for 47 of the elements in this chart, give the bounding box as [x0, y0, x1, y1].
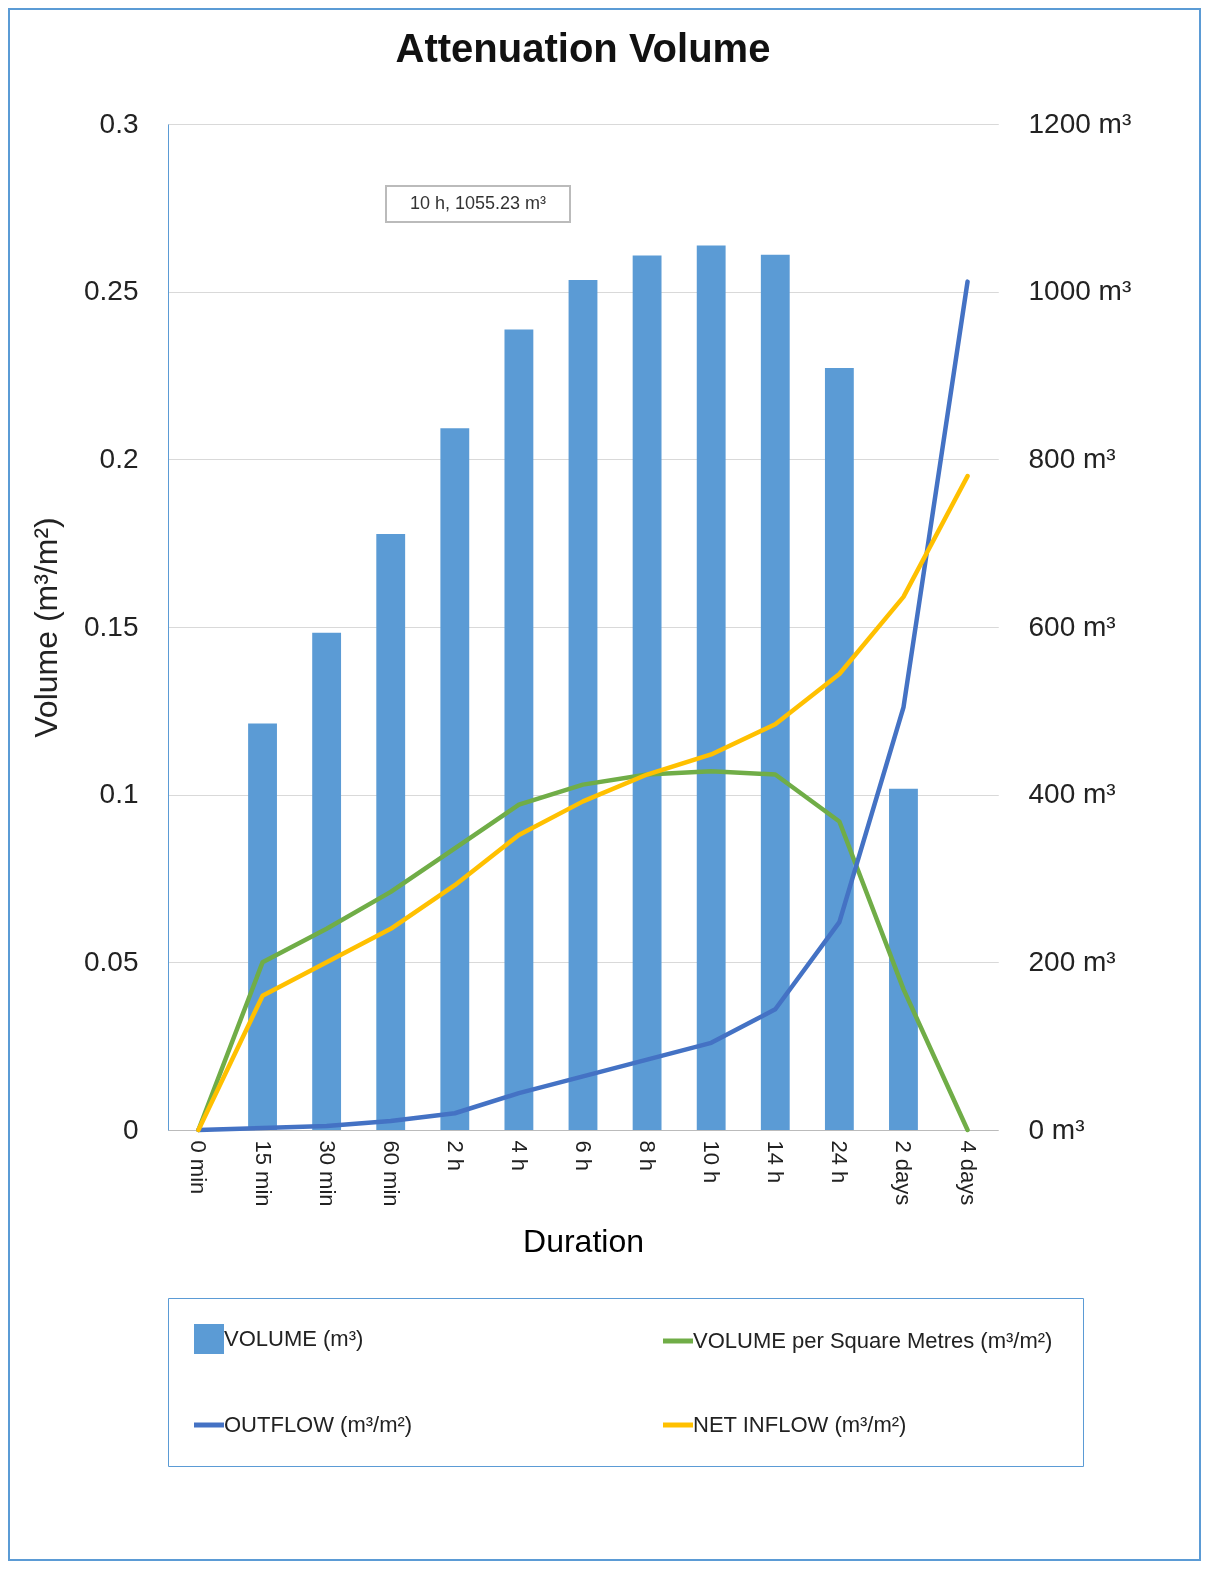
- x-tick-label: 2 h: [442, 1140, 468, 1172]
- x-tick-label: 10 h: [699, 1140, 725, 1184]
- x-tick-label: 14 h: [763, 1140, 789, 1184]
- legend-label: OUTFLOW (m³/m²): [224, 1412, 413, 1437]
- legend-label: VOLUME (m³): [224, 1326, 364, 1351]
- x-tick-label: 2 days: [891, 1140, 917, 1206]
- x-tick-label: 4 days: [955, 1140, 981, 1206]
- x-tick-label: 24 h: [827, 1140, 853, 1184]
- y2-tick-label: 200 m³: [1028, 945, 1116, 977]
- chart-title: Attenuation Volume: [395, 26, 771, 70]
- x-tick-label: 0 min: [186, 1140, 212, 1195]
- bar: [568, 279, 598, 1130]
- annotation: 10 h, 1055.23 m³: [409, 193, 547, 213]
- legend-label: NET INFLOW (m³/m²): [693, 1412, 907, 1437]
- bar: [632, 255, 662, 1130]
- y2-tick-label: 600 m³: [1028, 610, 1116, 642]
- line-series: [196, 768, 970, 1133]
- bar: [889, 788, 918, 1130]
- y2-tick-label: 1000 m³: [1028, 275, 1132, 307]
- bar: [376, 533, 406, 1130]
- y2-tick-label: 1200 m³: [1028, 107, 1132, 139]
- bar: [312, 632, 342, 1130]
- bar: [440, 428, 470, 1130]
- bar: [824, 367, 854, 1130]
- x-tick-label: 60 min: [378, 1140, 404, 1207]
- y-tick-label: 0.25: [84, 275, 139, 307]
- y-tick-label: 0.05: [84, 945, 139, 977]
- y-axis-title: Volume (m³/m²): [28, 517, 64, 738]
- bar: [504, 329, 534, 1130]
- x-tick-label: 30 min: [314, 1140, 340, 1207]
- bar: [760, 254, 790, 1130]
- y-tick-label: 0.15: [84, 610, 139, 642]
- legend-label: VOLUME per Square Metres (m³/m²): [693, 1328, 1053, 1353]
- x-tick-label: 8 h: [635, 1140, 661, 1172]
- y-tick-label: 0.2: [99, 442, 139, 474]
- line-series: [196, 473, 970, 1133]
- y2-tick-label: 400 m³: [1028, 778, 1116, 810]
- y-tick-label: 0.3: [99, 107, 139, 139]
- y-tick-label: 0.1: [99, 778, 139, 810]
- y-tick-label: 0: [122, 1113, 139, 1145]
- y2-tick-label: 0 m³: [1028, 1113, 1085, 1145]
- bar: [696, 245, 726, 1130]
- x-tick-label: 15 min: [250, 1140, 276, 1207]
- x-tick-label: 4 h: [506, 1140, 532, 1172]
- x-tick-label: 6 h: [571, 1140, 596, 1172]
- x-axis-title: Duration: [523, 1222, 644, 1259]
- y2-tick-label: 800 m³: [1028, 442, 1116, 474]
